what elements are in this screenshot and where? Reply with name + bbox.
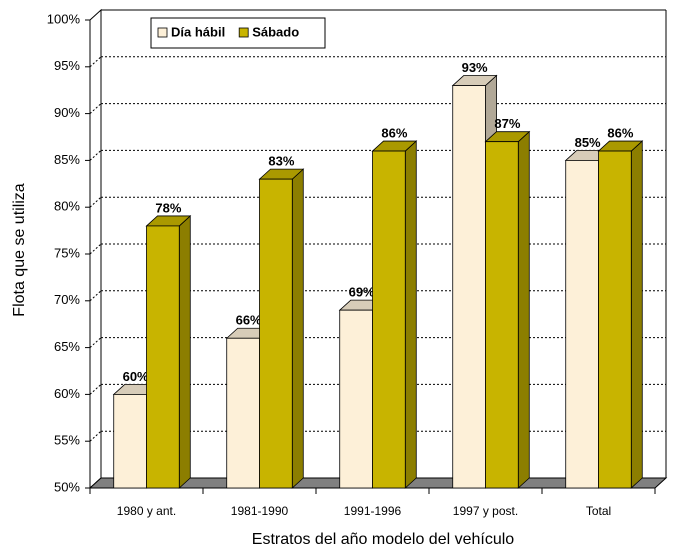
bar xyxy=(565,159,599,489)
value-label: 69% xyxy=(349,285,375,300)
x-tick-label: Total xyxy=(586,504,611,518)
grid-line-side xyxy=(89,103,102,114)
grid-line-side xyxy=(89,290,102,302)
y-tick-label: 80% xyxy=(54,199,80,214)
bar xyxy=(339,309,373,489)
grid-line-side xyxy=(89,56,102,68)
bar xyxy=(452,85,486,489)
bar-3d xyxy=(145,215,192,489)
y-tick-label: 50% xyxy=(54,479,80,494)
y-tick-label: 60% xyxy=(54,386,80,401)
x-tick-label: 1981-1990 xyxy=(231,504,289,518)
grid-line-side xyxy=(89,243,102,255)
y-tick-label: 90% xyxy=(54,105,80,120)
bar xyxy=(372,150,406,489)
bar-3d xyxy=(371,140,418,489)
bar xyxy=(226,337,260,489)
y-axis-label: Flota que se utiliza xyxy=(11,183,28,317)
bar xyxy=(598,150,632,489)
legend: Día hábil Sábado xyxy=(150,17,326,49)
value-label: 66% xyxy=(236,313,262,328)
bar-side xyxy=(404,140,417,489)
y-tick-label: 70% xyxy=(54,292,80,307)
bar-side xyxy=(630,140,643,489)
legend-box xyxy=(150,17,326,49)
legend-swatch xyxy=(157,27,168,38)
bar-3d xyxy=(258,168,305,489)
y-tick-label: 55% xyxy=(54,433,80,448)
value-label: 93% xyxy=(462,60,488,75)
value-label: 60% xyxy=(123,369,149,384)
value-label: 83% xyxy=(268,154,294,169)
grid-line-side xyxy=(89,196,102,208)
grid-line-side xyxy=(89,430,102,442)
grid-line-side xyxy=(89,384,102,395)
value-label: 78% xyxy=(155,200,181,215)
bar-side xyxy=(517,130,530,489)
y-tick-label: 85% xyxy=(54,152,80,167)
value-label: 87% xyxy=(494,116,520,131)
y-tick-label: 95% xyxy=(54,58,80,73)
bar-side xyxy=(291,168,304,489)
x-tick-label: 1997 y post. xyxy=(453,504,518,518)
bar xyxy=(146,225,180,489)
y-tick-label: 75% xyxy=(54,245,80,260)
x-tick-label: 1980 y ant. xyxy=(117,504,176,518)
bar-side xyxy=(178,215,191,489)
grid-line-side xyxy=(89,337,102,348)
grid-line-side xyxy=(89,150,102,161)
value-label: 86% xyxy=(381,125,407,140)
y-tick-label: 65% xyxy=(54,339,80,354)
legend-swatch xyxy=(238,27,249,38)
bar-3d xyxy=(597,140,644,489)
bar xyxy=(485,141,519,489)
bar xyxy=(259,178,293,489)
y-tick-label: 100% xyxy=(47,11,81,26)
value-label: 85% xyxy=(575,135,601,150)
value-label: 86% xyxy=(607,125,633,140)
bar-3d xyxy=(484,130,531,489)
left-wall xyxy=(89,8,102,490)
legend-label: Sábado xyxy=(252,24,299,39)
x-axis-label: Estratos del año modelo del vehículo xyxy=(252,531,514,548)
x-tick-label: 1991-1996 xyxy=(344,504,402,518)
legend-label: Día hábil xyxy=(171,24,225,39)
bar xyxy=(113,393,147,489)
